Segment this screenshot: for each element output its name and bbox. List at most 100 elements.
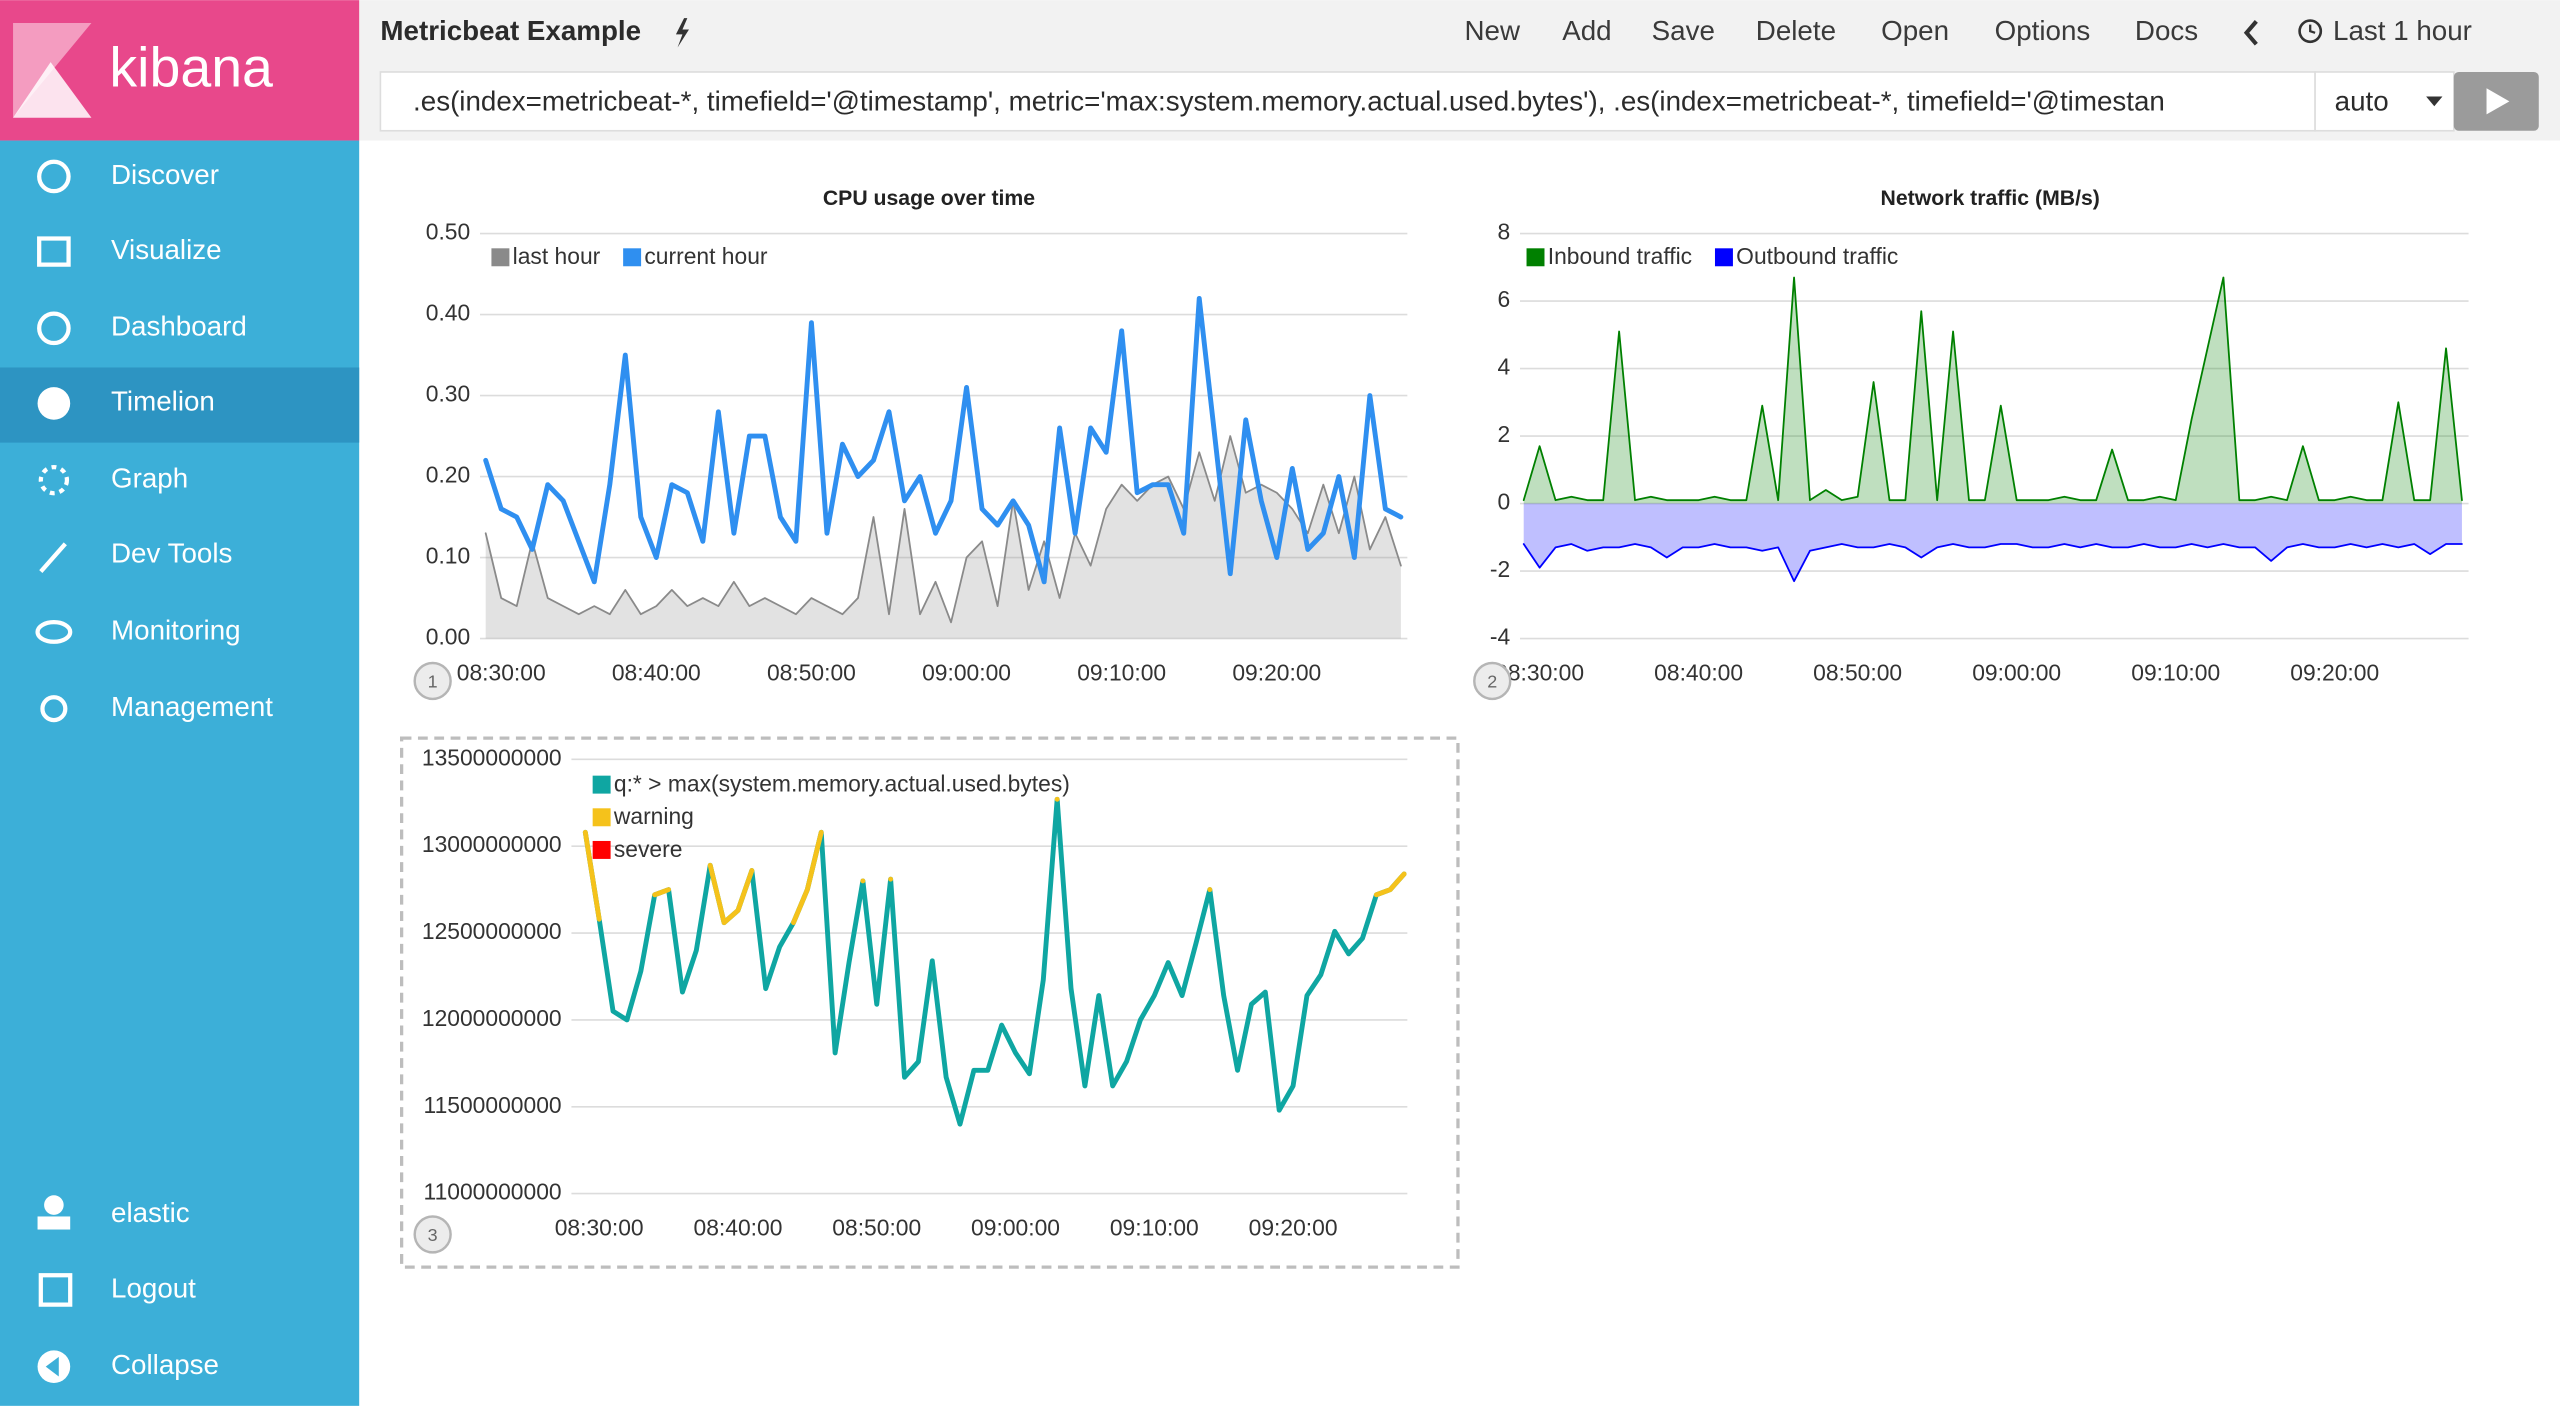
menu-item[interactable]: Docs <box>2135 15 2198 46</box>
menu-item[interactable]: New <box>1464 15 1520 46</box>
run-icon <box>2486 88 2510 115</box>
nav-label[interactable]: Management <box>111 691 273 722</box>
x-tick-label: 08:50:00 <box>1813 659 1902 685</box>
logo <box>13 62 92 118</box>
sidebar <box>0 140 360 1406</box>
x-tick-label: 09:00:00 <box>971 1215 1060 1241</box>
panel-number: 1 <box>428 671 438 691</box>
nav-icon <box>37 236 71 267</box>
nav-icon <box>37 1216 71 1230</box>
y-tick-label: 11500000000 <box>424 1092 562 1118</box>
nav-icon <box>38 464 70 496</box>
dashboard-title: Metricbeat Example <box>380 15 641 46</box>
nav-item[interactable]: Logout <box>38 1272 196 1307</box>
select-caret <box>2426 96 2443 107</box>
x-tick-label: 09:20:00 <box>2290 659 2379 685</box>
clock-icon <box>2298 19 2323 44</box>
expression-text[interactable]: .es(index=metricbeat-*, timefield='@time… <box>413 85 2165 116</box>
x-tick-label: 09:20:00 <box>1249 1215 1338 1241</box>
panel-number: 3 <box>428 1225 438 1245</box>
x-tick-label: 08:50:00 <box>832 1215 921 1241</box>
nav-item[interactable]: Graph <box>38 462 188 496</box>
y-tick-label: 12500000000 <box>422 918 562 944</box>
nav-item[interactable]: Visualize <box>37 234 222 267</box>
x-tick-label: 08:30:00 <box>457 659 546 685</box>
nav-item[interactable]: Management <box>40 691 273 723</box>
nav-icon <box>39 542 67 573</box>
nav-label[interactable]: Discover <box>111 159 219 190</box>
y-tick-label: 0.10 <box>426 543 470 569</box>
menu-item[interactable]: Save <box>1652 15 1715 46</box>
y-tick-label: 2 <box>1497 421 1510 447</box>
nav-label[interactable]: elastic <box>111 1197 190 1228</box>
nav-icon <box>37 311 71 346</box>
legend-label: q:* > max(system.memory.actual.used.byte… <box>614 770 1070 796</box>
nav-label[interactable]: Visualize <box>111 234 222 265</box>
nav-item[interactable]: Monitoring <box>35 614 241 645</box>
nav-item[interactable]: elastic <box>37 1195 190 1230</box>
area <box>1523 503 2462 582</box>
line <box>1522 543 2463 583</box>
time-picker[interactable]: Last 1 hour <box>2333 15 2472 46</box>
nav-label[interactable]: Logout <box>111 1272 196 1303</box>
menu-item[interactable]: Add <box>1562 15 1611 46</box>
back-button[interactable] <box>2243 20 2258 46</box>
x-tick-label: 09:20:00 <box>1232 659 1321 685</box>
x-tick-label: 08:40:00 <box>694 1215 783 1241</box>
panel-badge <box>413 1215 452 1254</box>
nav-item[interactable]: Discover <box>37 159 219 194</box>
nav-label[interactable]: Collapse <box>111 1349 219 1380</box>
interval-value[interactable]: auto <box>2335 85 2389 116</box>
x-tick-label: 08:30:00 <box>555 1215 644 1241</box>
line <box>1522 276 2463 502</box>
nav-item[interactable]: Collapse <box>37 1349 219 1383</box>
nav-label[interactable]: Dev Tools <box>111 538 232 569</box>
x-tick-label: 08:40:00 <box>1654 659 1743 685</box>
menu-item[interactable]: Open <box>1881 15 1949 46</box>
nav-item[interactable]: Dashboard <box>37 311 247 346</box>
nav-item[interactable]: Dev Tools <box>39 538 233 573</box>
legend-label: last hour <box>513 243 601 269</box>
nav-label[interactable]: Graph <box>111 462 188 493</box>
nav-icon <box>38 1273 73 1307</box>
nav-icon <box>44 1195 64 1215</box>
line <box>484 435 1402 624</box>
nav-label[interactable]: Timelion <box>111 386 215 417</box>
brand-name: kibana <box>109 37 273 99</box>
legend-swatch <box>623 248 642 267</box>
y-tick-label: 0.50 <box>426 219 470 245</box>
panel-badge <box>413 661 452 701</box>
legend-label: warning <box>613 803 694 829</box>
nav-item[interactable]: Timelion <box>37 386 215 420</box>
x-tick-label: 08:50:00 <box>767 659 856 685</box>
y-tick-label: 4 <box>1497 354 1510 380</box>
x-tick-label: 09:00:00 <box>1972 659 2061 685</box>
y-tick-label: 13000000000 <box>422 831 562 857</box>
x-tick-label: 09:10:00 <box>2131 659 2220 685</box>
y-tick-label: -2 <box>1490 556 1510 582</box>
selected-panel <box>400 736 1460 1269</box>
y-tick-label: 0.20 <box>426 462 470 488</box>
x-tick-label: 08:40:00 <box>612 659 701 685</box>
nav-icon <box>45 1356 59 1377</box>
bolt-icon <box>675 18 689 48</box>
nav-icon <box>35 620 73 644</box>
y-tick-label: 13500000000 <box>422 744 562 770</box>
menu-item[interactable]: Options <box>1995 15 2091 46</box>
x-tick-label: 09:10:00 <box>1077 659 1166 685</box>
nav-label[interactable]: Dashboard <box>111 311 247 342</box>
nav-icon <box>37 159 71 194</box>
legend-swatch <box>1526 248 1545 267</box>
menu-item[interactable]: Delete <box>1756 15 1836 46</box>
nav-label[interactable]: Monitoring <box>111 614 241 645</box>
line <box>483 295 1404 585</box>
nav-icon <box>37 387 71 420</box>
legend-label: Outbound traffic <box>1736 243 1898 269</box>
clock-icon <box>2309 24 2316 34</box>
legend-swatch <box>491 248 510 267</box>
legend-swatch <box>592 840 611 859</box>
y-tick-label: -4 <box>1490 624 1511 650</box>
y-tick-label: 12000000000 <box>422 1005 562 1031</box>
nav-icon <box>40 695 68 723</box>
